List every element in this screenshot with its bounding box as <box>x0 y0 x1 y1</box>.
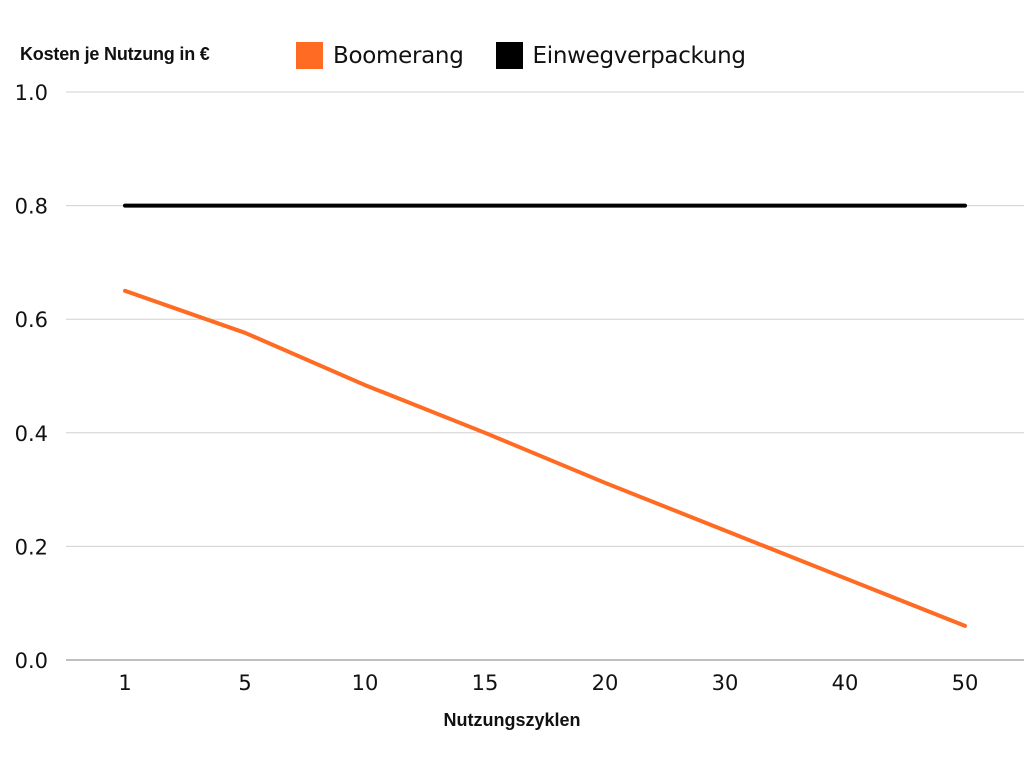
x-axis-title: Nutzungszyklen <box>443 710 581 730</box>
grid-layer <box>66 91 1024 661</box>
legend-item-einwegverpackung: Einwegverpackung <box>495 42 746 69</box>
x-tick-label: 1 <box>118 671 131 695</box>
series-layer <box>123 203 967 628</box>
y-tick-label: 0.4 <box>15 422 48 446</box>
legend: Boomerang Einwegverpackung <box>296 42 778 69</box>
x-tick-label: 30 <box>712 671 739 695</box>
legend-label-einwegverpackung: Einwegverpackung <box>532 42 746 69</box>
series-line-boomerang <box>123 288 967 628</box>
legend-swatch-einwegverpackung <box>495 42 523 69</box>
x-tick-labels: 1 5 10 15 20 30 40 50 <box>118 671 978 695</box>
y-tick-label: 1.0 <box>15 81 48 105</box>
x-tick-label: 50 <box>952 671 979 695</box>
legend-label-boomerang: Boomerang <box>333 42 464 69</box>
y-tick-label: 0.0 <box>15 649 48 673</box>
legend-item-boomerang: Boomerang <box>296 42 464 69</box>
y-tick-label: 0.6 <box>15 308 48 332</box>
y-axis-title: Kosten je Nutzung in € <box>20 44 210 64</box>
y-tick-label: 0.8 <box>15 195 48 219</box>
x-tick-label: 15 <box>472 671 499 695</box>
y-tick-label: 0.2 <box>15 535 48 559</box>
x-tick-label: 5 <box>238 671 251 695</box>
y-tick-labels: 0.0 0.2 0.4 0.6 0.8 1.0 <box>15 81 48 673</box>
x-tick-label: 40 <box>832 671 859 695</box>
x-tick-label: 20 <box>592 671 619 695</box>
x-tick-label: 10 <box>352 671 379 695</box>
legend-swatch-boomerang <box>296 42 323 69</box>
